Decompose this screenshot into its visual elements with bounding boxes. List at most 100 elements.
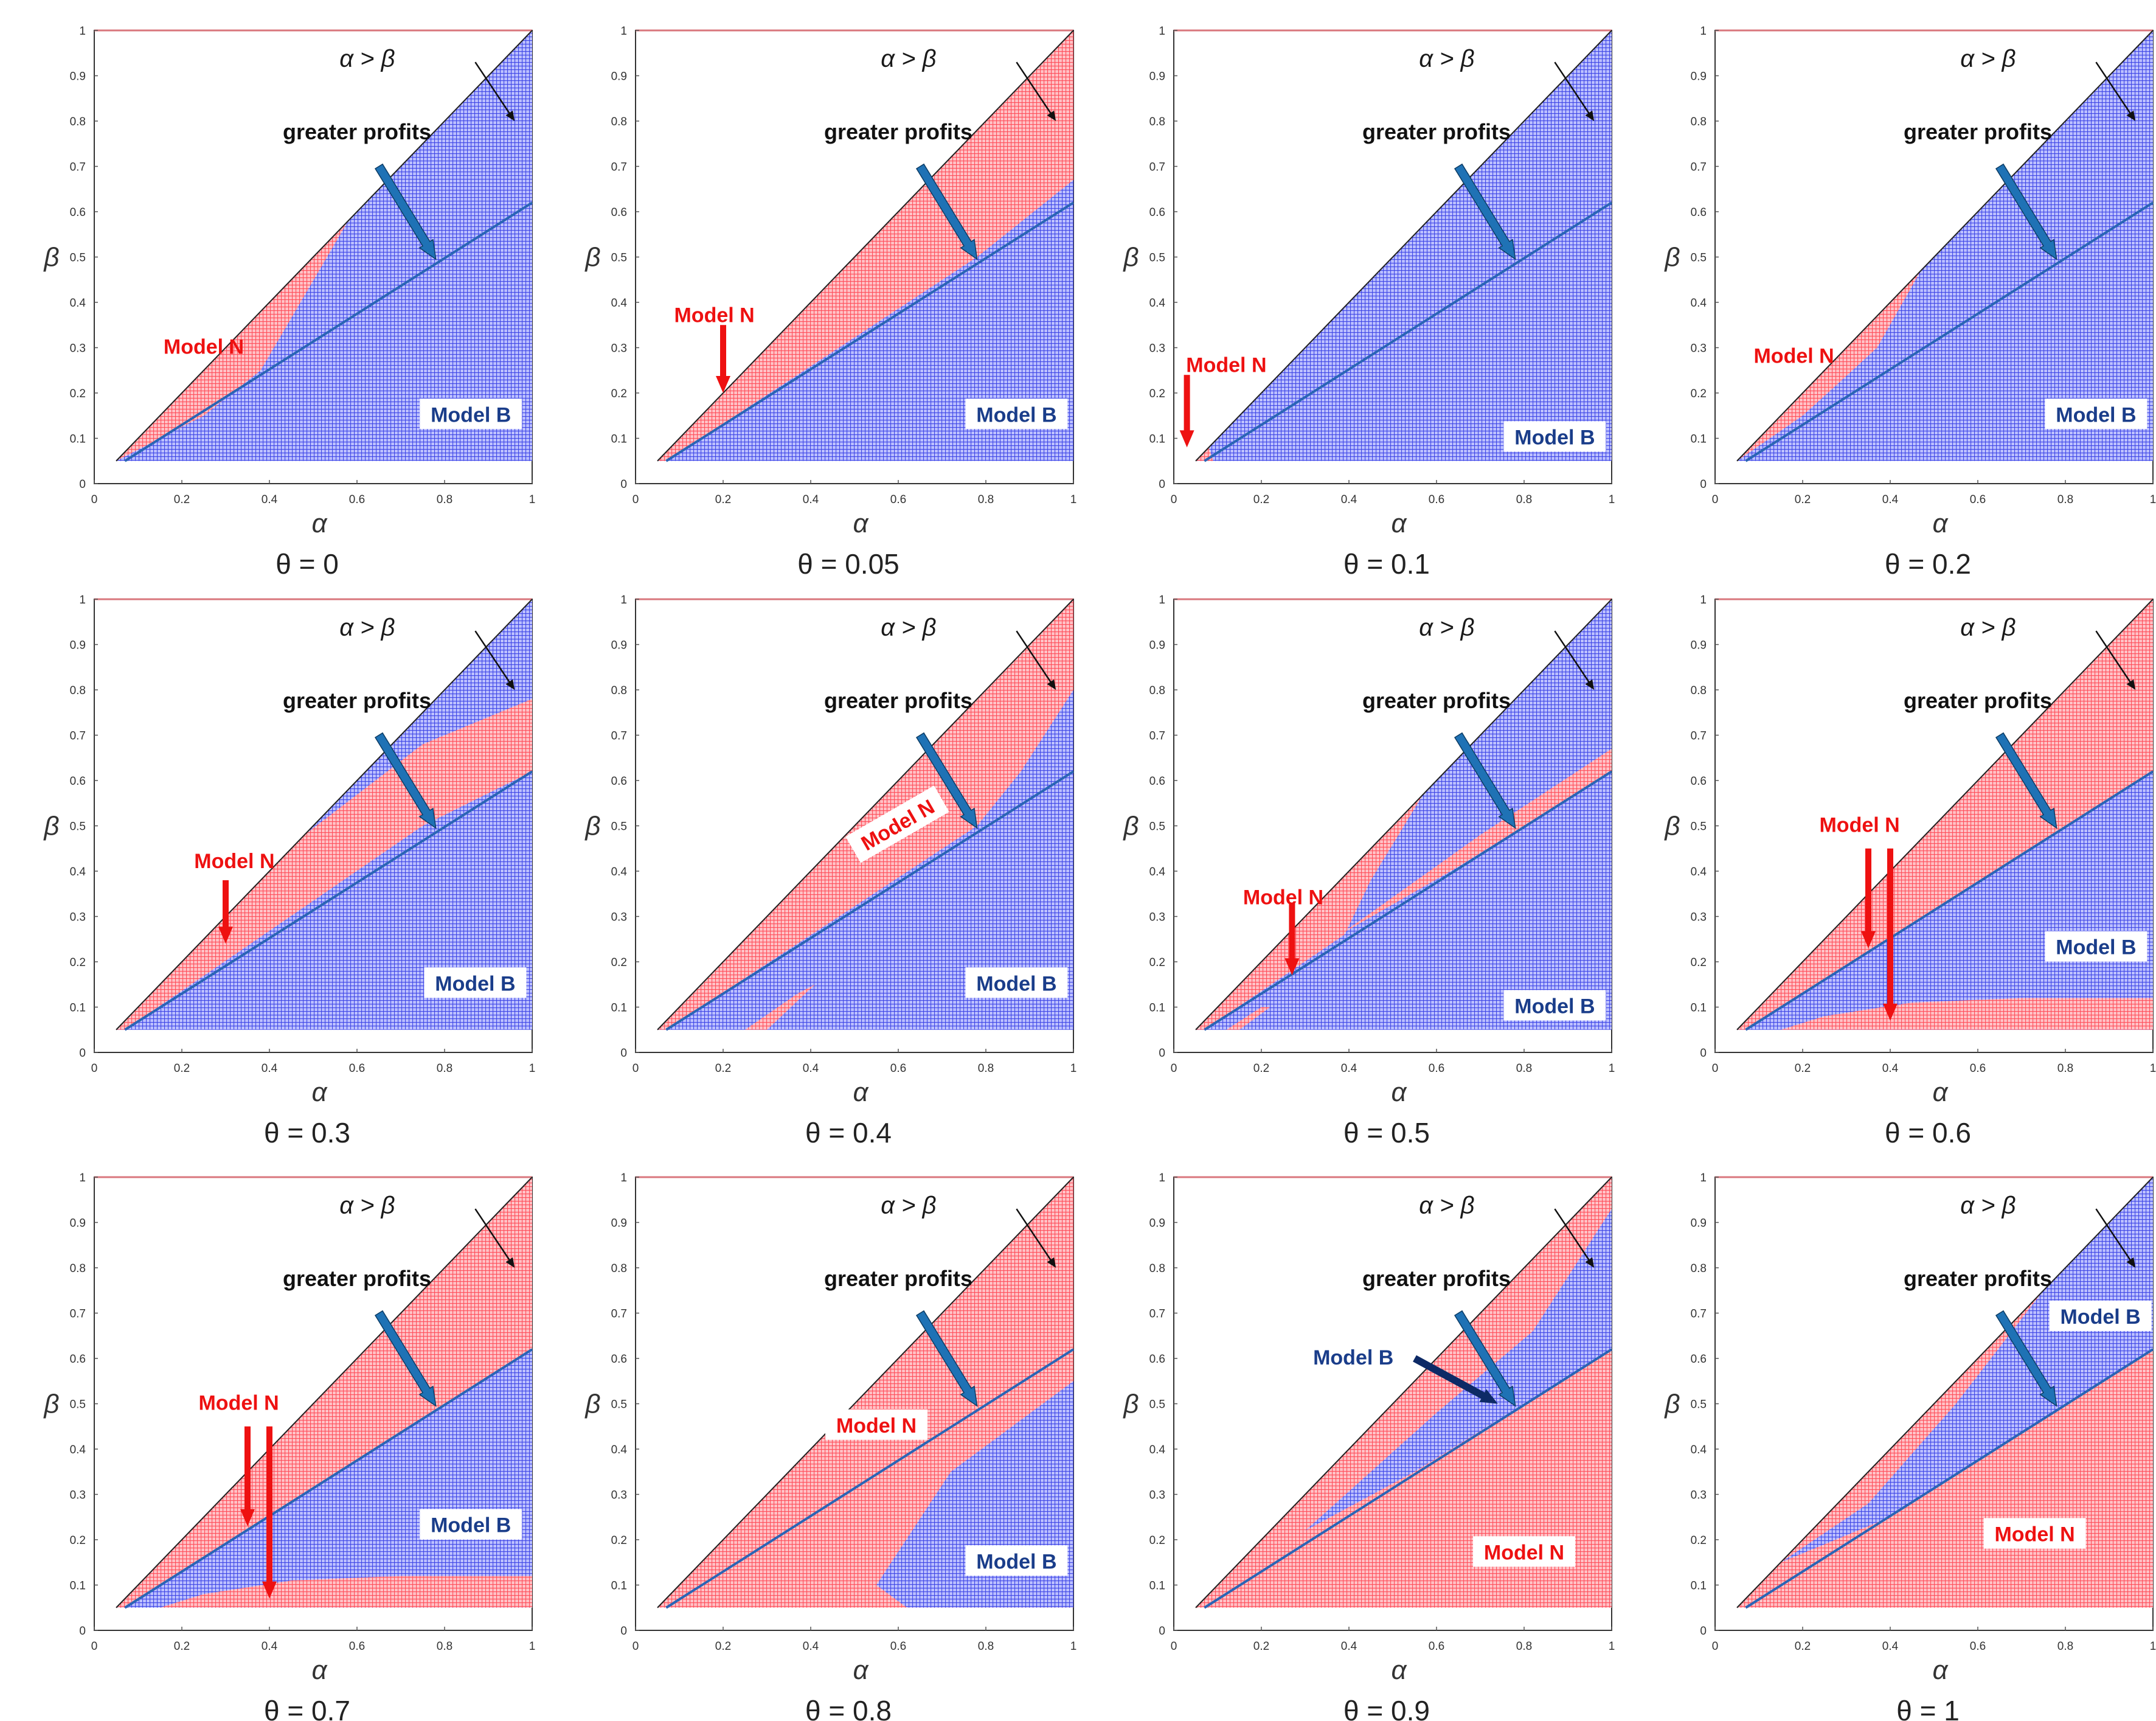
- y-tick-label: 0.4: [1691, 1444, 1707, 1456]
- diagonal-line: [1195, 599, 1612, 1031]
- model-arrow-1: [218, 880, 233, 944]
- y-tick-label: 0.7: [1691, 730, 1707, 743]
- x-tick-label: 0.8: [2057, 493, 2073, 506]
- y-tick-label: 0.5: [1691, 252, 1707, 265]
- x-tick-label: 1: [1609, 1062, 1615, 1075]
- x-axis-label: α: [1932, 1655, 1949, 1685]
- y-tick-label: 1: [620, 25, 627, 38]
- y-tick-label: 0.9: [611, 71, 627, 83]
- y-tick-label: 0.3: [1691, 1489, 1707, 1502]
- domain-arrow-shaft: [1554, 1208, 1592, 1263]
- x-tick-label: 0.6: [890, 1640, 906, 1653]
- y-tick-label: 1: [1700, 594, 1707, 607]
- panel-5: 0 0.1 0.2 0.3 0.4 0.5 0.6 0.7 0.8 0.9 1 0 0.2 0.4 0.6 0…: [43, 594, 535, 1149]
- model-label-n: Model N: [674, 304, 754, 327]
- panel-1: 0 0.1 0.2 0.3 0.4 0.5 0.6 0.7 0.8 0.9 1 0 0.2 0.4 0.6 0…: [43, 25, 535, 580]
- profit-annotation: greater profits: [824, 1266, 972, 1291]
- x-tick-label: 1: [2150, 1062, 2156, 1075]
- y-axis-label: β: [1122, 243, 1139, 273]
- x-tick-label: 0.8: [978, 1640, 994, 1653]
- panel-caption: θ = 0.9: [1343, 1695, 1430, 1721]
- x-axis-label: α: [1932, 1077, 1949, 1107]
- panel-4: 0 0.1 0.2 0.3 0.4 0.5 0.6 0.7 0.8 0.9 1 0 0.2 0.4 0.6 0…: [1663, 25, 2156, 580]
- y-tick-label: 0.2: [1691, 388, 1707, 400]
- panel-caption: θ = 0.7: [264, 1695, 350, 1721]
- profit-boundary-line: [665, 770, 1075, 1031]
- y-tick-label: 0.5: [1691, 821, 1707, 833]
- model-label-n: Model N: [1819, 814, 1899, 837]
- x-tick-label: 0.6: [1970, 1062, 1986, 1075]
- domain-annotation: α > β: [1960, 1192, 2016, 1219]
- x-tick-label: 0.8: [2057, 1640, 2073, 1653]
- y-tick-label: 0.5: [1149, 1399, 1165, 1411]
- y-tick-label: 0.6: [1691, 206, 1707, 219]
- profit-boundary-line: [124, 201, 533, 462]
- x-tick-label: 0: [1712, 1062, 1719, 1075]
- y-tick-label: 0.4: [1149, 866, 1166, 878]
- y-tick-label: 0.7: [70, 730, 86, 743]
- domain-annotation: α > β: [1960, 46, 2016, 72]
- model-label-n: Model N: [194, 850, 274, 873]
- x-tick-label: 0: [1171, 1062, 1177, 1075]
- profit-arrow: [374, 163, 437, 260]
- model-label-text: Model N: [1819, 814, 1899, 837]
- profit-annotation: greater profits: [283, 688, 431, 713]
- model-label-box: [424, 967, 527, 998]
- domain-arrow-head: [505, 675, 515, 690]
- model-label-b: Model B: [2045, 931, 2147, 962]
- model-label-text: Model B: [1514, 426, 1595, 450]
- domain-arrow-head: [1584, 675, 1595, 690]
- model-label-text: Model B: [2060, 1306, 2140, 1329]
- model-label-text: Model N: [1994, 1523, 2075, 1546]
- diagonal-line: [657, 30, 1074, 462]
- profit-annotation: greater profits: [283, 119, 431, 144]
- y-tick-label: 0.1: [70, 1002, 86, 1015]
- model-label-box: [965, 1545, 1068, 1576]
- y-tick-label: 0.8: [611, 1262, 627, 1275]
- panel-3: 0 0.1 0.2 0.3 0.4 0.5 0.6 0.7 0.8 0.9 1 0 0.2 0.4 0.6 0…: [1122, 25, 1615, 580]
- x-tick-label: 0: [91, 1062, 98, 1075]
- region-model-n-2: [1781, 998, 2153, 1030]
- y-tick-label: 0.6: [70, 1353, 86, 1366]
- domain-arrow-head: [505, 106, 515, 121]
- panel-caption: θ = 0.3: [264, 1117, 350, 1149]
- x-tick-label: 0: [1712, 1640, 1719, 1653]
- region-model-n-2: [160, 1576, 532, 1608]
- y-tick-label: 0.7: [70, 161, 86, 174]
- y-tick-label: 0.9: [70, 71, 86, 83]
- model-label-box: [965, 398, 1068, 429]
- x-tick-label: 0.8: [978, 1062, 994, 1075]
- y-tick-label: 0.9: [70, 1217, 86, 1230]
- y-tick-label: 0.6: [611, 1353, 627, 1366]
- y-tick-label: 0.9: [1691, 639, 1707, 652]
- y-tick-label: 0.9: [1149, 1217, 1165, 1230]
- x-axis-label: α: [1391, 1655, 1407, 1685]
- y-tick-label: 1: [79, 594, 86, 607]
- domain-annotation: α > β: [1419, 1192, 1474, 1219]
- y-tick-label: 0.5: [1149, 252, 1165, 265]
- x-tick-label: 0: [91, 493, 98, 506]
- x-tick-label: 0.2: [1795, 493, 1811, 506]
- y-axis-label: β: [584, 812, 600, 841]
- domain-arrow-head: [1046, 1253, 1056, 1268]
- y-tick-label: 0.1: [70, 1580, 86, 1593]
- profit-arrow: [1454, 1310, 1516, 1407]
- model-arrow-1: [1861, 848, 1876, 948]
- x-tick-label: 1: [1609, 1640, 1615, 1653]
- model-label-text: Model N: [1484, 1541, 1564, 1564]
- model-label-box: [2049, 1300, 2152, 1331]
- model-label-text: Model B: [1514, 995, 1595, 1018]
- profit-arrow: [374, 1310, 437, 1407]
- model-arrow-2: [1883, 848, 1898, 1021]
- diagonal-line: [1195, 30, 1612, 462]
- y-tick-label: 0.5: [70, 821, 86, 833]
- domain-arrow-shaft: [2095, 630, 2133, 685]
- model-label-b: Model B: [2045, 398, 2147, 429]
- y-axis-label: β: [1663, 243, 1680, 273]
- diagonal-line: [1736, 30, 2154, 462]
- y-tick-label: 0.9: [611, 1217, 627, 1230]
- diagonal-line: [1736, 1177, 2154, 1608]
- panel-caption: θ = 0.1: [1343, 548, 1430, 580]
- diagonal-line: [116, 599, 533, 1031]
